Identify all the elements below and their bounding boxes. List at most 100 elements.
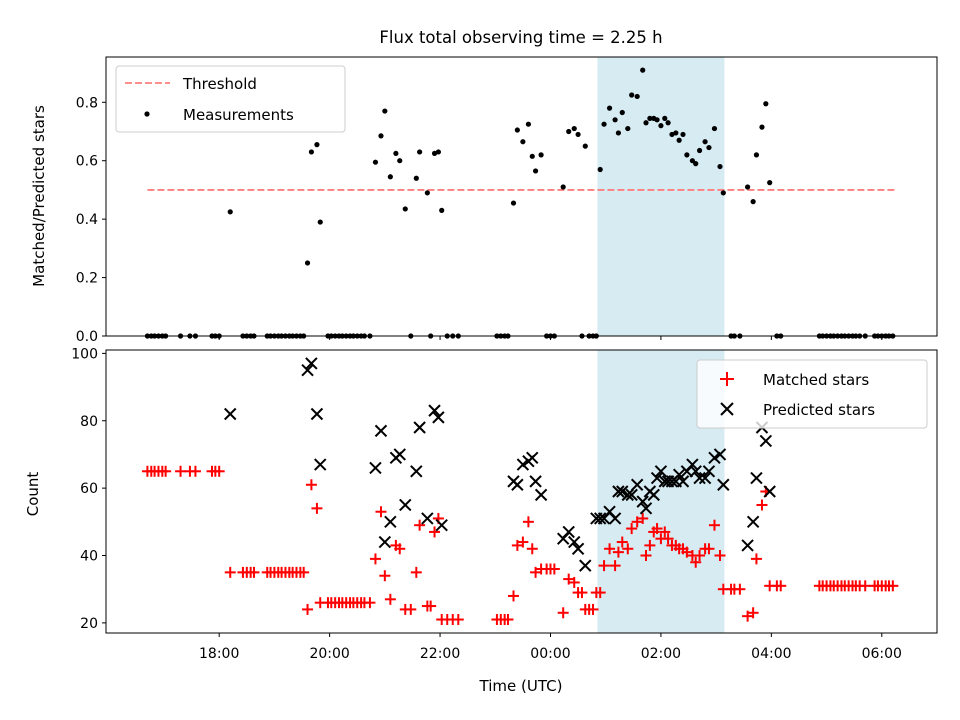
matched-star-point [248, 566, 260, 578]
matched-star-point [364, 597, 376, 609]
matched-star-point [213, 465, 225, 477]
measurement-point [647, 115, 653, 121]
matched-star-point [425, 600, 437, 612]
bottom-axes-frame [105, 349, 938, 634]
measurement-point [750, 199, 756, 205]
x-tick-label: 04:00 [751, 646, 791, 662]
matched-star-point [612, 546, 624, 558]
legend-matched-label: Matched stars [763, 371, 869, 389]
matched-star-point [742, 610, 754, 622]
predicted-star-point [746, 515, 760, 529]
measurement-point [662, 115, 668, 121]
measurement-point [601, 121, 607, 127]
matched-star-point [616, 536, 628, 548]
matched-star-point [502, 614, 514, 626]
matched-star-point [160, 465, 172, 477]
measurement-point [717, 163, 723, 170]
matched-star-point [859, 580, 871, 592]
predicted-star-point [534, 488, 548, 502]
measurement-point [767, 180, 773, 186]
predicted-star-point [378, 535, 392, 549]
measurement-point [629, 92, 635, 98]
matched-star-point [414, 519, 426, 531]
predicted-star-point [693, 471, 706, 485]
measurement-point [560, 184, 566, 190]
matched-star-point [526, 543, 538, 555]
measurement-point [525, 121, 532, 127]
top-axes-frame [105, 56, 938, 337]
matched-star-point [410, 566, 422, 578]
predicted-star-point [529, 475, 542, 488]
measurement-point [684, 152, 690, 158]
predicted-star-point [399, 498, 412, 512]
matched-star-point [511, 539, 523, 551]
matched-star-point [626, 523, 638, 535]
measurement-point [372, 159, 379, 165]
measurement-point [654, 117, 660, 123]
predicted-star-point [650, 471, 664, 485]
measurement-point [382, 108, 388, 114]
matched-star-point [637, 512, 649, 524]
measurement-point [693, 161, 699, 167]
bottom-x-ticks: 18:00 20:00 22:00 00:00 02:00 04:00 06:00 [199, 633, 902, 662]
predicted-star-point [369, 461, 382, 475]
predicted-star-point [435, 518, 448, 532]
measurement-point [397, 158, 403, 164]
matched-star-point [375, 506, 387, 518]
predicted-star-point [432, 411, 445, 424]
measurement-point [510, 200, 517, 206]
predicted-star-point [593, 512, 607, 525]
matched-star-point [604, 543, 616, 555]
predicted-star-point [224, 407, 237, 421]
predicted-stars-points [224, 357, 776, 572]
matched-star-point [598, 560, 610, 572]
matched-star-point [568, 576, 580, 588]
matched-star-point [517, 536, 529, 548]
matched-star-point [302, 603, 314, 615]
measurement-point [566, 128, 572, 135]
measurement-point [676, 137, 682, 143]
matched-star-point [305, 479, 317, 491]
matched-star-point [530, 566, 542, 578]
predicted-star-point [608, 512, 622, 525]
bottom-legend: Matched stars Predicted stars [696, 359, 928, 429]
measurement-point [314, 142, 320, 148]
measurement-point [402, 206, 408, 212]
predicted-star-point [616, 485, 629, 498]
measurement-point [673, 130, 679, 136]
matched-star-point [189, 465, 201, 477]
matched-star-point [298, 566, 310, 578]
predicted-star-point [310, 407, 324, 421]
matched-star-point [734, 583, 746, 595]
predicted-star-point [654, 465, 668, 478]
matched-star-point [756, 499, 768, 511]
predicted-star-point [717, 478, 730, 491]
matched-star-point [651, 523, 663, 535]
predicted-star-point [511, 478, 524, 491]
matched-star-point [690, 556, 702, 568]
predicted-star-point [374, 424, 388, 438]
measurement-point [696, 147, 703, 154]
top-y-tick-label: 0.6 [76, 154, 98, 170]
predicted-star-point [568, 535, 581, 549]
matched-star-point [384, 593, 396, 605]
measurement-point [529, 153, 535, 159]
matched-star-point [644, 539, 656, 551]
matched-star-point [576, 587, 588, 599]
predicted-star-point [708, 451, 721, 465]
matched-star-point [394, 543, 406, 555]
measurement-point [763, 101, 769, 107]
matched-star-point [548, 563, 560, 575]
measurement-point [532, 168, 539, 174]
matched-star-point [714, 550, 726, 562]
measurement-point [571, 125, 577, 132]
chart-title: Flux total observing time = 2.25 h [379, 28, 662, 47]
measurement-point [597, 166, 603, 173]
predicted-star-point [698, 471, 712, 485]
predicted-star-point [562, 525, 575, 539]
matched-star-point [703, 543, 715, 555]
predicted-star-point [301, 364, 314, 377]
measurement-point [582, 143, 588, 149]
bottom-panel: 20 40 60 80 100 18:00 20:00 22:00 00:00 02:00 04:… [24, 346, 938, 695]
matched-star-point [708, 519, 720, 531]
